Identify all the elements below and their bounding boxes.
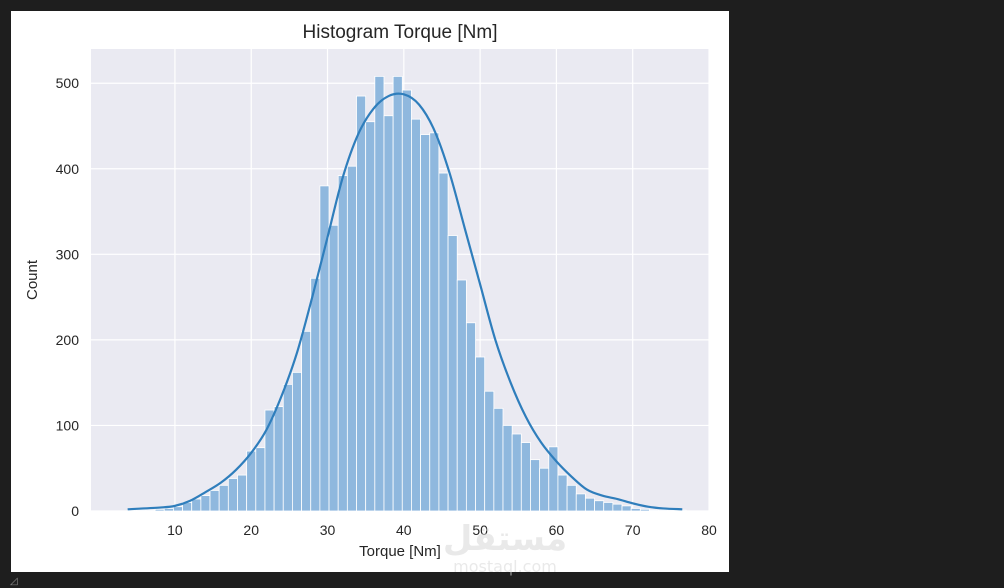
x-tick-label: 10 xyxy=(167,522,183,538)
chart-title: Histogram Torque [Nm] xyxy=(303,22,498,43)
histogram-bar xyxy=(475,356,486,512)
histogram-bar xyxy=(328,224,339,512)
histogram-bar xyxy=(154,508,165,512)
histogram-bar xyxy=(255,447,266,512)
histogram-bar xyxy=(594,500,605,512)
histogram-bar xyxy=(227,478,238,512)
histogram-bar xyxy=(273,406,284,512)
resize-corner-icon[interactable]: ◿ xyxy=(10,576,18,587)
histogram-bar xyxy=(209,490,220,512)
y-tick-label: 300 xyxy=(56,246,80,262)
histogram-bar xyxy=(566,484,577,512)
histogram-bar xyxy=(163,508,174,512)
histogram-bar xyxy=(603,502,614,512)
histogram-bar xyxy=(218,484,229,512)
x-tick-label: 50 xyxy=(472,522,488,538)
histogram-bar xyxy=(447,235,458,512)
histogram-bar xyxy=(292,371,302,512)
y-tick-label: 400 xyxy=(56,161,80,177)
y-axis-label: Count xyxy=(24,259,41,300)
histogram-bar xyxy=(630,508,641,512)
histogram-bar xyxy=(337,175,348,512)
chart-figure: 10 20 30 40 50 60 70 80 0 100 200 300 400 500 Histogr… xyxy=(11,11,729,572)
histogram-bar xyxy=(282,383,293,512)
histogram-bar xyxy=(484,390,495,512)
histogram-bar xyxy=(557,474,568,512)
histogram-bar xyxy=(191,498,202,512)
histogram-bar xyxy=(301,330,312,512)
x-tick-label: 60 xyxy=(549,522,565,538)
histogram-bar xyxy=(502,425,513,512)
histogram-bar xyxy=(465,322,476,512)
y-tick-label: 100 xyxy=(56,417,80,433)
histogram-bar xyxy=(356,95,367,512)
x-tick-label: 80 xyxy=(701,522,717,538)
y-tick-label: 200 xyxy=(56,332,80,348)
histogram-bar xyxy=(145,509,156,512)
histogram-bar xyxy=(136,509,147,512)
histogram-bar xyxy=(237,474,248,512)
y-tick-label: 0 xyxy=(71,503,79,519)
histogram-bar xyxy=(310,277,321,512)
histogram-bar xyxy=(493,407,504,512)
histogram-bar xyxy=(585,497,595,512)
kde-curve xyxy=(127,92,683,511)
histogram-bar xyxy=(639,508,650,512)
histogram-bar xyxy=(401,89,412,512)
histogram-bar xyxy=(411,118,422,512)
histogram-bar xyxy=(621,505,632,512)
histogram-bar xyxy=(374,75,385,512)
histogram-bar xyxy=(456,279,467,512)
histogram-bar xyxy=(429,132,440,512)
histogram-bar xyxy=(658,509,669,512)
histogram-bar xyxy=(200,495,211,512)
x-tick-label: 30 xyxy=(320,522,336,538)
histogram-bar xyxy=(246,450,257,512)
histogram-bars xyxy=(127,75,687,512)
x-tick-label: 20 xyxy=(243,522,259,538)
histogram-bar xyxy=(392,75,403,512)
histogram-bar xyxy=(612,503,623,512)
histogram-bar xyxy=(420,134,431,512)
y-tick-label: 500 xyxy=(56,75,80,91)
chart-svg: 10 20 30 40 50 60 70 80 0 100 200 300 400 500 Histogr… xyxy=(24,22,717,560)
histogram-bar xyxy=(649,509,660,512)
histogram-bar xyxy=(172,506,183,512)
histogram-bar xyxy=(520,442,531,512)
x-tick-label: 70 xyxy=(625,522,641,538)
histogram-bar xyxy=(438,172,449,512)
histogram-bar xyxy=(539,467,550,512)
histogram-bar xyxy=(575,493,586,512)
histogram-bar xyxy=(346,165,357,512)
x-axis-label: Torque [Nm] xyxy=(359,543,441,560)
histogram-bar xyxy=(365,121,376,512)
histogram-bar xyxy=(511,433,522,512)
histogram-bar xyxy=(530,459,541,512)
x-tick-label: 40 xyxy=(396,522,412,538)
tick-labels: 10 20 30 40 50 60 70 80 0 100 200 300 400 500 xyxy=(56,75,717,538)
histogram-bar xyxy=(667,509,678,512)
histogram-bar xyxy=(383,115,394,512)
